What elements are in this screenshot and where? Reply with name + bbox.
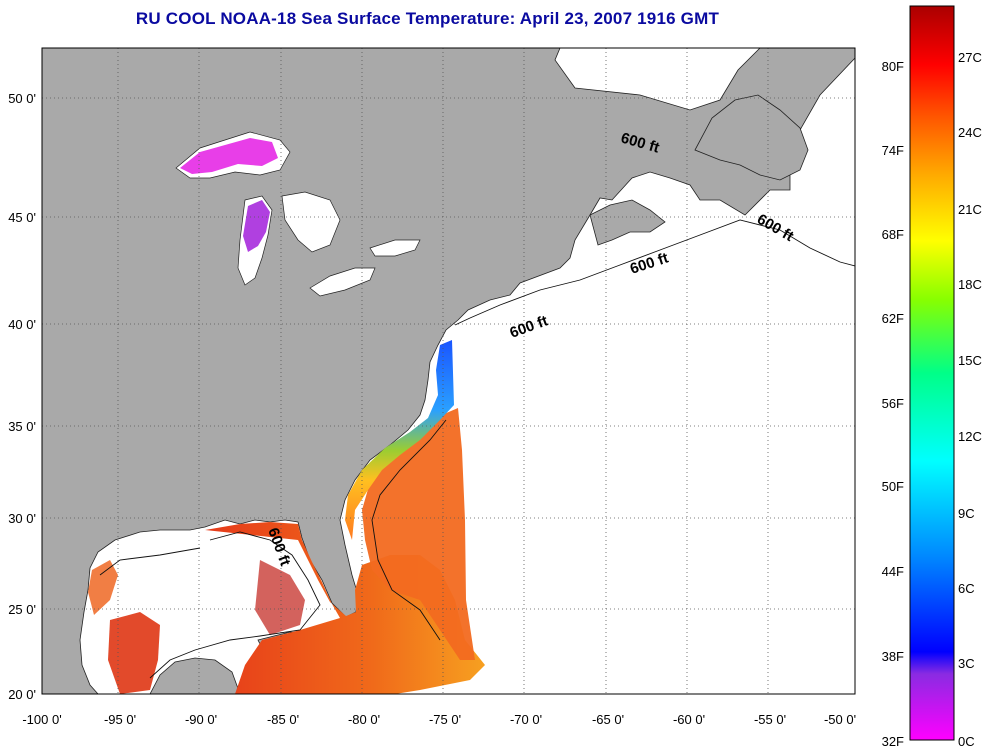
colorbar-f-label: 68F <box>882 227 904 242</box>
lake-erie <box>309 267 376 297</box>
lon-tick-label: -95 0' <box>104 712 136 727</box>
map-frame <box>41 47 856 695</box>
gulf-west-sst-2 <box>88 560 118 615</box>
lat-tick-label: 50 0' <box>8 91 36 106</box>
land-nova-scotia <box>589 199 666 246</box>
lat-tick-label: 20 0' <box>8 687 36 702</box>
colorbar-f-label: 62F <box>882 311 904 326</box>
lon-tick-label: -75 0' <box>429 712 461 727</box>
colorbar-c-label: 12C <box>958 429 982 444</box>
lon-tick-label: -70 0' <box>510 712 542 727</box>
isobath-lines <box>99 219 855 679</box>
colorbar-f-label: 80F <box>882 59 904 74</box>
loop-current <box>255 560 305 635</box>
lon-tick-label: -100 0' <box>22 712 61 727</box>
colorbar-celsius-ticks: 27C 24C 21C 18C 15C 12C 9C 6C 3C 0C <box>958 50 982 749</box>
colorbar-f-label: 50F <box>882 479 904 494</box>
lon-tick-label: -50 0' <box>824 712 856 727</box>
lake-superior-sst <box>180 138 278 174</box>
lat-tick-label: 30 0' <box>8 511 36 526</box>
colorbar-fahrenheit-ticks: 80F 74F 68F 62F 56F 50F 44F 38F 32F <box>882 59 904 749</box>
lon-tick-label: -85 0' <box>267 712 299 727</box>
colorbar-f-label: 32F <box>882 734 904 749</box>
colorbar-gradient <box>909 5 955 741</box>
colorbar-f-label: 44F <box>882 564 904 579</box>
lake-huron <box>281 191 341 253</box>
colorbar-f-label: 38F <box>882 649 904 664</box>
longitude-axis: -100 0' -95 0' -90 0' -85 0' -80 0' -75 … <box>22 712 856 727</box>
lat-tick-label: 25 0' <box>8 602 36 617</box>
lat-tick-label: 45 0' <box>8 210 36 225</box>
colorbar-c-label: 24C <box>958 125 982 140</box>
lon-tick-label: -90 0' <box>185 712 217 727</box>
gulf-stream-sst <box>362 408 475 660</box>
lon-tick-label: -80 0' <box>348 712 380 727</box>
gulf-west-sst <box>108 612 160 694</box>
lake-michigan-sst <box>243 200 270 252</box>
colorbar-f-label: 74F <box>882 143 904 158</box>
colorbar-c-label: 0C <box>958 734 975 749</box>
lake-ontario <box>369 239 421 257</box>
land-newfoundland <box>694 94 809 181</box>
map-title: RU COOL NOAA-18 Sea Surface Temperature:… <box>135 9 720 28</box>
colorbar-c-label: 6C <box>958 581 975 596</box>
coastal-cold-sst <box>345 340 454 540</box>
colorbar-c-label: 21C <box>958 202 982 217</box>
map-plot-area: 600 ft 600 ft 600 ft 600 ft 600 ft <box>42 48 855 694</box>
lon-tick-label: -65 0' <box>592 712 624 727</box>
lat-tick-label: 40 0' <box>8 317 36 332</box>
colorbar-c-label: 18C <box>958 277 982 292</box>
colorbar-f-label: 56F <box>882 396 904 411</box>
lon-tick-label: -60 0' <box>673 712 705 727</box>
colorbar-c-label: 3C <box>958 656 975 671</box>
latitude-axis: 50 0' 45 0' 40 0' 35 0' 30 0' 25 0' 20 0… <box>8 91 36 702</box>
colorbar-c-label: 27C <box>958 50 982 65</box>
lat-tick-label: 35 0' <box>8 419 36 434</box>
lon-tick-label: -55 0' <box>754 712 786 727</box>
colorbar-c-label: 9C <box>958 506 975 521</box>
colorbar-c-label: 15C <box>958 353 982 368</box>
colorbar: 27C 24C 21C 18C 15C 12C 9C 6C 3C 0C 80F … <box>882 5 982 749</box>
